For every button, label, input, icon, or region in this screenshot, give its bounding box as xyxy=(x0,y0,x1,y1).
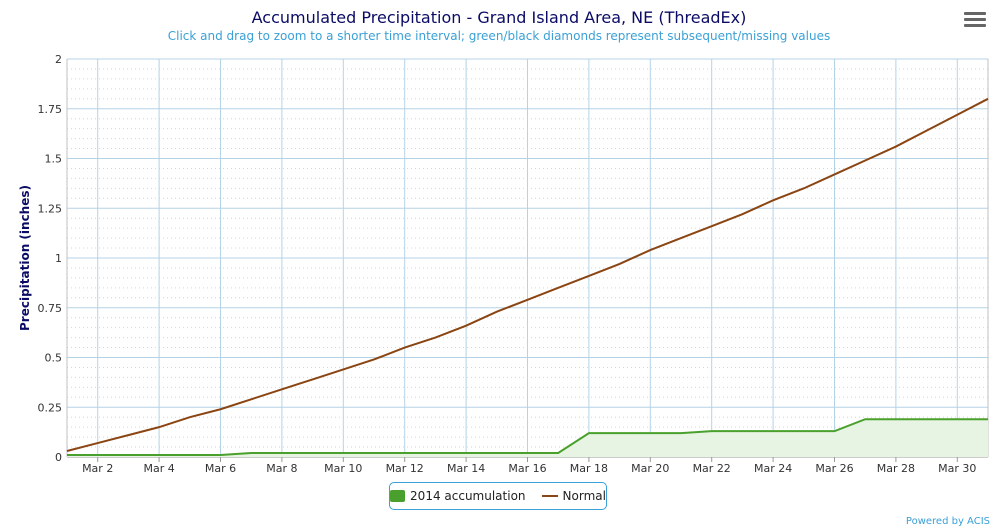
y-tick-label: 0.75 xyxy=(38,302,63,315)
normal-series-line xyxy=(66,97,989,452)
legend-label-normal: Normal xyxy=(562,489,606,503)
legend-label-accumulation: 2014 accumulation xyxy=(410,489,526,503)
hamburger-menu-icon[interactable] xyxy=(964,12,986,32)
x-tick-label: Mar 8 xyxy=(266,462,297,475)
y-tick-label: 0.5 xyxy=(45,352,63,365)
legend-item-normal[interactable]: Normal xyxy=(541,489,606,503)
x-tick-label: Mar 12 xyxy=(386,462,424,475)
chart-title: Accumulated Precipitation - Grand Island… xyxy=(251,8,747,27)
menu-bar xyxy=(964,18,986,21)
x-tick-label: Mar 26 xyxy=(815,462,853,475)
x-tick-label: Mar 14 xyxy=(447,462,485,475)
x-tick-label: Mar 4 xyxy=(143,462,174,475)
x-tick-label: Mar 24 xyxy=(754,462,792,475)
accumulation-area-fill xyxy=(67,419,988,457)
menu-bar xyxy=(964,24,986,27)
chart-legend: 2014 accumulation Normal xyxy=(389,482,607,510)
accumulation-series-line xyxy=(67,418,988,457)
y-axis-title: Precipitation (inches) xyxy=(18,185,32,331)
x-tick-label: Mar 18 xyxy=(570,462,608,475)
y-tick-label: 1.5 xyxy=(45,153,63,166)
credits-link[interactable]: Powered by ACIS xyxy=(905,516,990,527)
legend-swatch-normal xyxy=(541,495,558,497)
x-tick-label: Mar 2 xyxy=(82,462,113,475)
y-tick-label: 1.75 xyxy=(38,103,63,116)
legend-item-accumulation[interactable]: 2014 accumulation xyxy=(390,489,526,503)
y-tick-label: 1.25 xyxy=(38,202,63,215)
chart-subtitle: Click and drag to zoom to a shorter time… xyxy=(167,29,831,43)
y-tick-label: 2 xyxy=(55,53,62,66)
x-tick-label: Mar 30 xyxy=(938,462,976,475)
x-tick-label: Mar 16 xyxy=(508,462,546,475)
x-tick-label: Mar 22 xyxy=(693,462,731,475)
y-tick-label: 0 xyxy=(55,451,62,464)
y-tick-label: 1 xyxy=(55,252,62,265)
legend-swatch-accumulation xyxy=(390,490,406,502)
x-tick-label: Mar 10 xyxy=(324,462,362,475)
x-tick-label: Mar 20 xyxy=(631,462,669,475)
x-tick-label: Mar 28 xyxy=(877,462,915,475)
x-tick-label: Mar 6 xyxy=(205,462,236,475)
menu-bar xyxy=(964,12,986,15)
y-tick-label: 0.25 xyxy=(38,401,63,414)
